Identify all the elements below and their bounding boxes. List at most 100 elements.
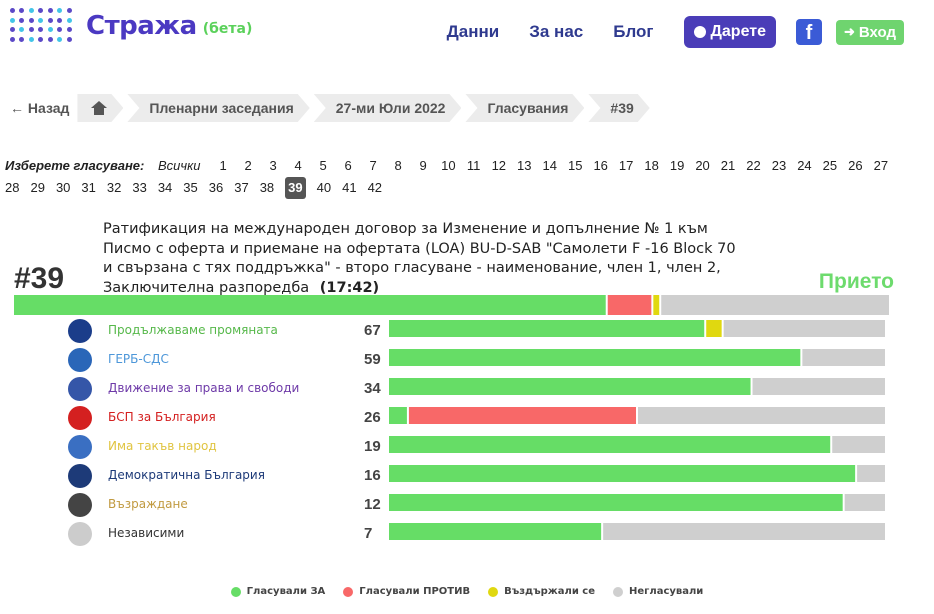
vote-number-link[interactable]: 19 bbox=[669, 158, 685, 173]
party-name[interactable]: БСП за България bbox=[108, 410, 216, 424]
vote-id: #39 bbox=[14, 262, 65, 295]
logo[interactable]: Стража (бета) bbox=[10, 8, 252, 44]
party-name[interactable]: Независими bbox=[108, 526, 185, 540]
bar-segment-for bbox=[389, 320, 705, 337]
bar-segment-for bbox=[389, 494, 843, 511]
legend-item-for: Гласували ЗА bbox=[230, 586, 325, 597]
vote-number-link[interactable]: 24 bbox=[797, 158, 812, 173]
vote-selector: Изберете гласуване: Всички 1 2 3 4 5 6 7 8 9 10 11… bbox=[5, 155, 905, 199]
party-row[interactable]: Независими 7 bbox=[0, 521, 934, 550]
vote-number-link[interactable]: 37 bbox=[234, 180, 249, 195]
vote-number-link[interactable]: 27 bbox=[873, 158, 889, 173]
login-label: Вход bbox=[858, 23, 896, 41]
vote-number-link[interactable]: 32 bbox=[106, 180, 122, 195]
vote-number-link[interactable]: 41 bbox=[342, 180, 357, 195]
legend-item-abstain: Въздържали се bbox=[488, 586, 595, 597]
party-count: 34 bbox=[364, 380, 381, 397]
party-row[interactable]: Движение за права и свободи 34 bbox=[0, 376, 934, 405]
nav-data[interactable]: Данни bbox=[446, 22, 500, 41]
breadcrumb-votes[interactable]: Гласувания bbox=[465, 94, 584, 122]
party-row[interactable]: Възраждане 12 bbox=[0, 492, 934, 521]
party-row[interactable]: БСП за България 26 bbox=[0, 405, 934, 434]
breadcrumb-date[interactable]: 27-ми Юли 2022 bbox=[314, 94, 462, 122]
vote-number-link[interactable]: 39 bbox=[285, 177, 306, 199]
party-name[interactable]: Движение за права и свободи bbox=[108, 381, 300, 395]
legend-label: Негласували bbox=[629, 586, 704, 597]
legend-item-against: Гласували ПРОТИВ bbox=[343, 586, 470, 597]
legend-item-absent: Негласували bbox=[613, 586, 703, 597]
vote-number-link[interactable]: 1 bbox=[219, 158, 227, 173]
db-logo-icon bbox=[68, 464, 92, 488]
vote-number-link[interactable]: 2 bbox=[244, 158, 252, 173]
vote-number-link[interactable]: 5 bbox=[319, 158, 327, 173]
party-name[interactable]: Възраждане bbox=[108, 497, 188, 511]
vote-number-link[interactable]: 12 bbox=[491, 158, 507, 173]
vote-number-link[interactable]: 40 bbox=[316, 180, 332, 195]
vote-number-link[interactable]: 17 bbox=[618, 158, 634, 173]
breadcrumb-plenary[interactable]: Пленарни заседания bbox=[127, 94, 309, 122]
party-name[interactable]: Има такъв народ bbox=[108, 439, 217, 453]
vote-number-link[interactable]: 13 bbox=[517, 158, 532, 173]
party-row[interactable]: Продължаваме промяната 67 bbox=[0, 318, 934, 347]
nav-about[interactable]: За нас bbox=[529, 22, 584, 41]
party-count: 26 bbox=[364, 409, 381, 426]
vote-number-link[interactable]: 38 bbox=[259, 180, 275, 195]
party-name[interactable]: Демократична България bbox=[108, 468, 265, 482]
vote-number-link[interactable]: 30 bbox=[55, 180, 71, 195]
party-vote-bar bbox=[389, 378, 885, 395]
vote-number-link[interactable]: 20 bbox=[695, 158, 710, 173]
facebook-icon[interactable]: f bbox=[796, 19, 822, 45]
bar-segment-absent bbox=[661, 295, 889, 315]
party-vote-bar bbox=[389, 436, 885, 453]
vote-number-link[interactable]: 21 bbox=[720, 158, 736, 173]
vote-number-link[interactable]: 14 bbox=[542, 158, 557, 173]
vote-number-link[interactable]: 7 bbox=[369, 158, 377, 173]
bar-segment-against bbox=[607, 295, 652, 315]
vote-number-link[interactable]: 10 bbox=[441, 158, 456, 173]
vote-number-link[interactable]: 29 bbox=[30, 180, 45, 195]
pp-logo-icon bbox=[68, 319, 92, 343]
breadcrumb-home[interactable] bbox=[77, 94, 123, 122]
vote-number-link[interactable]: 25 bbox=[822, 158, 838, 173]
vote-number-link[interactable]: 23 bbox=[771, 158, 787, 173]
donate-button[interactable]: Дарете bbox=[683, 16, 776, 48]
party-name[interactable]: ГЕРБ-СДС bbox=[108, 352, 169, 366]
vote-number-link[interactable]: 33 bbox=[132, 180, 147, 195]
party-row[interactable]: Демократична България 16 bbox=[0, 463, 934, 492]
vote-number-link[interactable]: 16 bbox=[593, 158, 608, 173]
vote-number-link[interactable]: 6 bbox=[344, 158, 352, 173]
vote-number-link[interactable]: 18 bbox=[644, 158, 659, 173]
vote-number-link[interactable]: 35 bbox=[183, 180, 198, 195]
vote-number-link[interactable]: 15 bbox=[567, 158, 583, 173]
bar-segment-absent bbox=[723, 320, 885, 337]
vote-number-link[interactable]: 9 bbox=[419, 158, 427, 173]
vote-all-link[interactable]: Всички bbox=[157, 158, 201, 173]
vote-number-link[interactable]: 26 bbox=[848, 158, 863, 173]
main-nav: Данни За нас Блог Дарете f ➜ Вход bbox=[447, 16, 904, 48]
bsp-logo-icon bbox=[68, 406, 92, 430]
vote-result: Прието bbox=[818, 270, 894, 293]
bar-segment-for bbox=[14, 295, 606, 315]
logo-beta: (бета) bbox=[202, 21, 253, 37]
vote-number-link[interactable]: 34 bbox=[157, 180, 173, 195]
nav-blog[interactable]: Блог bbox=[613, 22, 654, 41]
total-vote-bar bbox=[14, 295, 889, 315]
party-vote-bar bbox=[389, 523, 885, 540]
vote-number-link[interactable]: 8 bbox=[394, 158, 402, 173]
vote-number-link[interactable]: 42 bbox=[367, 180, 383, 195]
login-button[interactable]: ➜ Вход bbox=[836, 19, 904, 45]
party-name[interactable]: Продължаваме промяната bbox=[108, 323, 278, 337]
vote-number-link[interactable]: 3 bbox=[269, 158, 277, 173]
vote-number-link[interactable]: 22 bbox=[746, 158, 761, 173]
party-row[interactable]: ГЕРБ-СДС 59 bbox=[0, 347, 934, 376]
back-link[interactable]: ← Назад bbox=[10, 100, 70, 116]
vote-number-link[interactable]: 4 bbox=[294, 158, 302, 173]
vote-number-link[interactable]: 31 bbox=[81, 180, 96, 195]
legend: Гласували ЗА Гласували ПРОТИВ Въздържали с… bbox=[0, 586, 934, 597]
vote-title-text: Ратификация на международен договор за И… bbox=[103, 221, 736, 296]
legend-dot-icon bbox=[613, 586, 624, 597]
vote-number-link[interactable]: 36 bbox=[208, 180, 224, 195]
party-row[interactable]: Има такъв народ 19 bbox=[0, 434, 934, 463]
vote-number-link[interactable]: 28 bbox=[5, 180, 20, 195]
vote-number-link[interactable]: 11 bbox=[466, 158, 481, 173]
